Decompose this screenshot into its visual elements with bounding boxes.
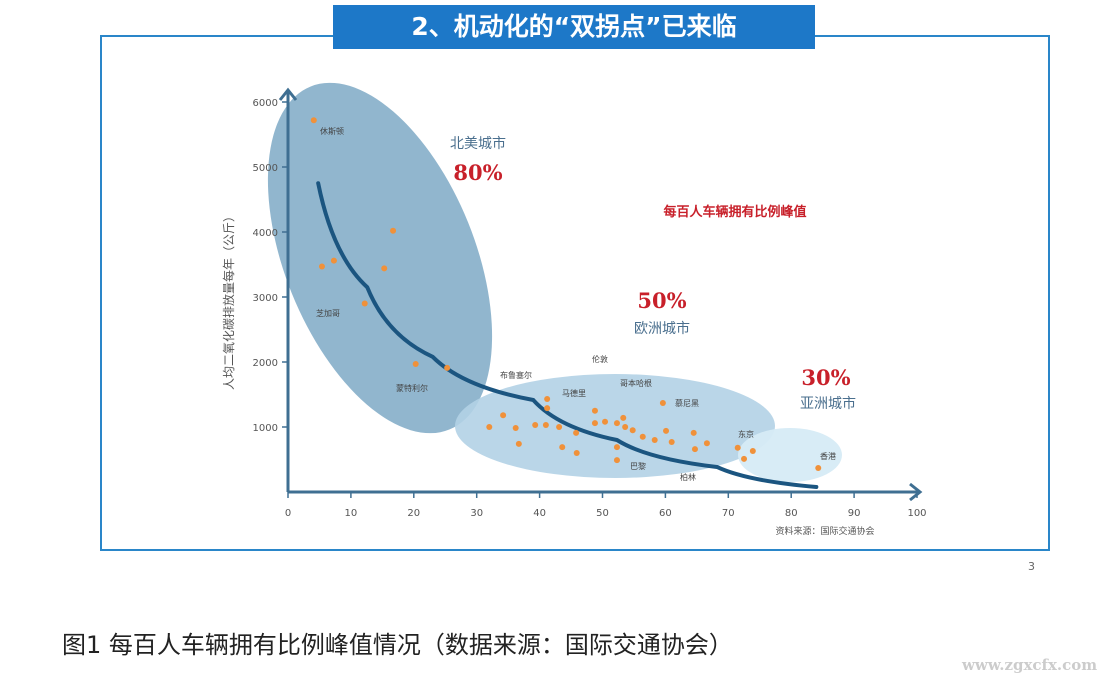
data-point — [613, 420, 620, 427]
x-tick-label: 20 — [407, 508, 420, 519]
data-point — [573, 429, 580, 436]
data-point — [651, 437, 658, 443]
group-label-asia: 亚洲城市 — [800, 395, 856, 412]
data-point — [591, 420, 598, 427]
x-tick-label: 50 — [596, 508, 609, 519]
data-point — [620, 414, 627, 421]
data-point — [361, 300, 368, 307]
city-label: 芝加哥 — [316, 308, 340, 318]
data-point — [659, 399, 666, 406]
data-point — [703, 440, 710, 447]
y-tick-label: 6000 — [253, 98, 278, 109]
data-point — [318, 263, 325, 270]
city-label: 哥本哈根 — [620, 378, 652, 388]
peak-asia: 30% — [801, 365, 850, 390]
x-tick-label: 30 — [470, 508, 483, 519]
x-tick-label: 80 — [785, 508, 798, 519]
group-label-north-america: 北美城市 — [450, 135, 506, 152]
city-label: 休斯顿 — [320, 126, 344, 136]
data-point — [629, 427, 636, 434]
data-point — [444, 364, 451, 371]
city-label: 马德里 — [562, 388, 586, 398]
city-label: 东京 — [738, 429, 754, 439]
data-point — [512, 424, 519, 431]
data-point — [542, 422, 549, 429]
x-tick-label: 100 — [907, 508, 926, 519]
city-label: 柏林 — [680, 472, 696, 482]
data-point — [390, 227, 397, 234]
city-label: 伦敦 — [592, 354, 608, 364]
x-axis-arrow — [909, 482, 923, 502]
y-axis-arrow — [278, 87, 298, 101]
data-point — [573, 450, 580, 456]
data-point — [613, 457, 620, 464]
data-point — [741, 455, 748, 462]
y-tick-label: 1000 — [253, 423, 278, 434]
data-point — [613, 444, 620, 451]
data-point — [412, 360, 419, 367]
data-point — [381, 265, 388, 272]
data-point — [622, 424, 629, 430]
y-axis-label: 人均二氧化碳排放量每年（公斤） — [221, 210, 236, 390]
data-point — [500, 412, 507, 419]
city-label: 巴黎 — [630, 461, 646, 471]
x-tick-label: 90 — [848, 508, 861, 519]
data-point — [559, 444, 566, 451]
data-point — [690, 429, 697, 436]
data-point — [668, 438, 675, 445]
north-america-region — [267, 82, 493, 434]
x-tick-label: 60 — [659, 508, 672, 519]
data-point — [815, 464, 822, 471]
y-tick-label: 5000 — [253, 163, 278, 174]
data-point — [556, 424, 563, 430]
data-point — [691, 446, 698, 453]
source-note: 资料来源：国际交通协会 — [775, 525, 874, 537]
city-label: 慕尼黑 — [675, 398, 699, 408]
data-point — [544, 396, 551, 403]
figure-caption: 图1 每百人车辆拥有比例峰值情况（数据来源：国际交通协会） — [62, 631, 733, 659]
peak-north-america: 80% — [453, 160, 502, 185]
data-point — [310, 117, 317, 124]
city-label: 布鲁塞尔 — [500, 370, 532, 380]
data-point — [515, 440, 522, 447]
x-tick-label: 10 — [345, 508, 358, 519]
data-point — [639, 433, 646, 440]
data-point — [330, 257, 337, 264]
banner-title: 2、机动化的“双拐点”已来临 — [333, 5, 815, 49]
y-tick-label: 2000 — [253, 358, 278, 369]
data-point — [591, 407, 598, 414]
trend-line — [316, 181, 819, 489]
peak-europe: 50% — [637, 288, 686, 313]
y-tick-label: 3000 — [253, 293, 278, 304]
x-tick-label: 0 — [285, 508, 291, 519]
peak-note: 每百人车辆拥有比例峰值 — [663, 204, 806, 220]
x-tick-label: 70 — [722, 508, 735, 519]
group-label-europe: 欧洲城市 — [634, 320, 690, 337]
page-number: 3 — [1028, 560, 1035, 573]
city-label: 香港 — [820, 451, 836, 461]
x-tick-label: 40 — [533, 508, 546, 519]
city-label: 蒙特利尔 — [396, 383, 428, 393]
data-point — [602, 418, 609, 425]
data-point — [486, 424, 493, 430]
watermark: www.zgxcfx.com — [962, 656, 1098, 674]
data-point — [532, 422, 539, 429]
data-point — [663, 427, 670, 434]
data-point — [734, 444, 741, 451]
data-point — [749, 448, 756, 455]
data-point — [544, 405, 551, 412]
y-tick-label: 4000 — [253, 228, 278, 239]
